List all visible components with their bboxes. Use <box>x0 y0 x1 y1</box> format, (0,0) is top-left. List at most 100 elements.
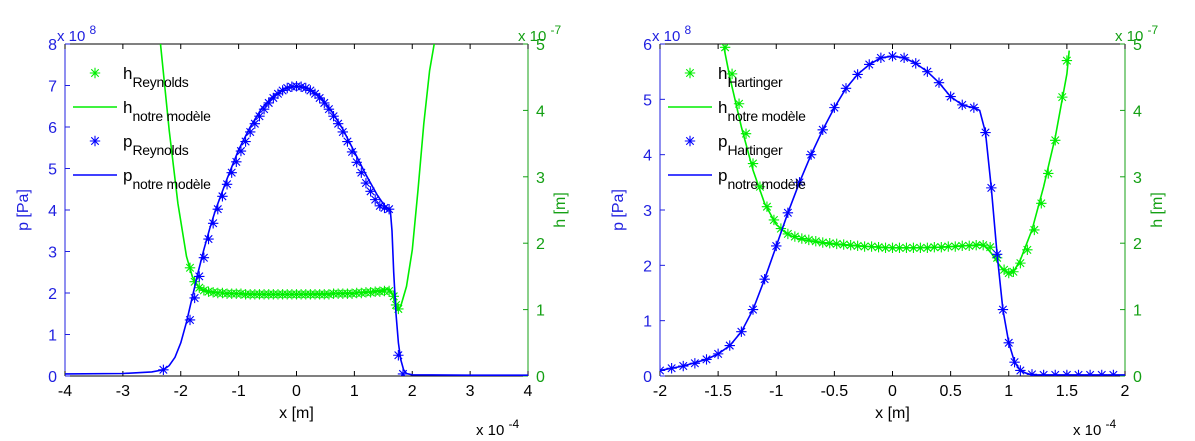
data-point-p-reynolds <box>397 368 409 376</box>
data-point-h-hartinger <box>1050 135 1061 146</box>
legend-entry-label: hReynolds <box>123 64 189 90</box>
data-point-p-hartinger <box>678 360 689 372</box>
data-point-p-hartinger <box>864 59 875 70</box>
data-point-p-hartinger <box>887 50 898 62</box>
data-point-p-hartinger <box>957 99 968 111</box>
data-point-p-hartinger <box>980 127 991 138</box>
data-point-p-reynolds <box>189 292 200 304</box>
data-point-h-reynolds <box>374 286 386 297</box>
y-left-tick-label: 6 <box>643 37 652 54</box>
data-point-p-reynolds <box>272 88 284 99</box>
x-tick-label: 1 <box>350 383 359 400</box>
data-point-p-hartinger <box>1084 369 1096 376</box>
data-point-h-hartinger <box>761 201 773 212</box>
data-point-h-hartinger <box>957 240 968 252</box>
data-point-p-hartinger <box>1015 365 1026 376</box>
data-point-h-hartinger <box>852 240 863 252</box>
data-point-h-reynolds <box>393 303 404 315</box>
x-axis-label: x [m] <box>875 405 910 422</box>
data-point-p-reynolds <box>268 92 279 104</box>
y-right-tick-label: 0 <box>536 369 545 386</box>
data-point-h-hartinger <box>984 241 996 253</box>
data-point-p-reynolds <box>342 136 353 147</box>
data-point-p-reynolds <box>295 81 307 92</box>
data-point-p-hartinger <box>1050 369 1061 376</box>
data-point-h-hartinger <box>719 44 731 53</box>
x-tick-label: 3 <box>466 383 475 400</box>
data-point-h-hartinger <box>1036 198 1047 209</box>
legend-marker <box>89 67 101 79</box>
data-point-h-hartinger <box>754 181 766 192</box>
legend-entry-label: pReynolds <box>123 132 189 158</box>
data-point-p-hartinger <box>771 240 782 252</box>
y-left-axis-label: p [Pa] <box>15 189 32 231</box>
data-point-p-reynolds <box>370 194 381 205</box>
data-point-h-hartinger <box>775 223 787 234</box>
y-right-tick-label: 1 <box>1133 303 1142 320</box>
data-point-p-reynolds <box>203 233 214 245</box>
data-point-h-hartinger <box>733 98 745 109</box>
data-point-p-hartinger <box>1026 369 1038 376</box>
data-point-p-reynolds <box>346 146 358 158</box>
data-point-p-hartinger <box>1038 369 1049 376</box>
data-point-h-reynolds <box>189 276 200 287</box>
data-point-p-hartinger <box>986 182 997 194</box>
data-point-p-hartinger <box>840 83 852 94</box>
y-right-tick-label: 5 <box>1133 37 1142 54</box>
data-point-h-reynolds <box>388 291 399 302</box>
y-right-tick-label: 4 <box>536 103 545 120</box>
data-point-h-hartinger <box>782 228 794 240</box>
y-right-tick-label: 3 <box>1133 170 1142 187</box>
y-left-tick-label: 4 <box>48 203 57 220</box>
data-point-p-hartinger <box>666 363 677 374</box>
data-point-h-hartinger <box>977 239 989 251</box>
y-left-tick-label: 7 <box>48 79 57 96</box>
data-point-p-reynolds <box>305 85 316 96</box>
data-point-h-hartinger <box>1029 224 1040 236</box>
y-right-axis-label: h [m] <box>1149 192 1166 228</box>
data-point-p-reynolds <box>356 167 367 178</box>
data-point-h-hartinger <box>831 238 842 250</box>
data-point-p-hartinger <box>1096 369 1107 376</box>
legend-entry-label: hHartinger <box>718 64 783 90</box>
data-point-h-hartinger <box>936 241 947 253</box>
data-point-h-hartinger <box>929 241 940 253</box>
data-point-p-hartinger <box>991 249 1003 260</box>
data-point-h-hartinger <box>810 236 821 247</box>
y-right-exponent-label: x 10 -7 <box>518 23 562 45</box>
x-tick-label: -3 <box>116 383 130 400</box>
legend-marker <box>89 135 101 147</box>
data-point-p-reynolds <box>240 136 251 147</box>
data-point-p-hartinger <box>689 358 701 369</box>
data-point-p-hartinger <box>782 207 794 218</box>
x-tick-label: 4 <box>524 383 533 400</box>
data-point-p-reynolds <box>314 92 325 104</box>
x-tick-label: 1 <box>1004 383 1013 400</box>
y-left-tick-label: 4 <box>643 148 652 165</box>
data-point-h-hartinger <box>908 242 919 254</box>
legend-entry-label: pHartinger <box>718 132 783 158</box>
y-right-tick-label: 1 <box>536 303 545 320</box>
data-point-p-reynolds <box>328 111 339 122</box>
data-point-h-hartinger <box>789 231 801 242</box>
data-point-h-reynolds <box>365 287 376 298</box>
data-point-p-hartinger <box>759 273 770 285</box>
series-line-p-notre-mod-le <box>65 85 528 376</box>
data-point-h-hartinger <box>1057 91 1068 103</box>
x-tick-label: -0.5 <box>821 383 849 400</box>
data-point-h-hartinger <box>894 242 905 254</box>
data-point-h-hartinger <box>1015 257 1026 269</box>
data-point-p-hartinger <box>997 304 1009 315</box>
y-left-tick-label: 0 <box>48 369 57 386</box>
data-point-h-hartinger <box>887 242 898 254</box>
data-point-p-hartinger <box>701 354 712 365</box>
data-point-h-hartinger <box>768 214 780 226</box>
x-tick-label: 0 <box>292 383 301 400</box>
data-point-p-reynolds <box>383 203 395 215</box>
data-point-p-reynolds <box>393 350 404 361</box>
data-point-p-hartinger <box>1073 369 1084 376</box>
data-point-p-hartinger <box>794 177 805 188</box>
data-point-p-reynolds <box>245 126 256 138</box>
data-point-p-reynolds <box>221 179 233 190</box>
